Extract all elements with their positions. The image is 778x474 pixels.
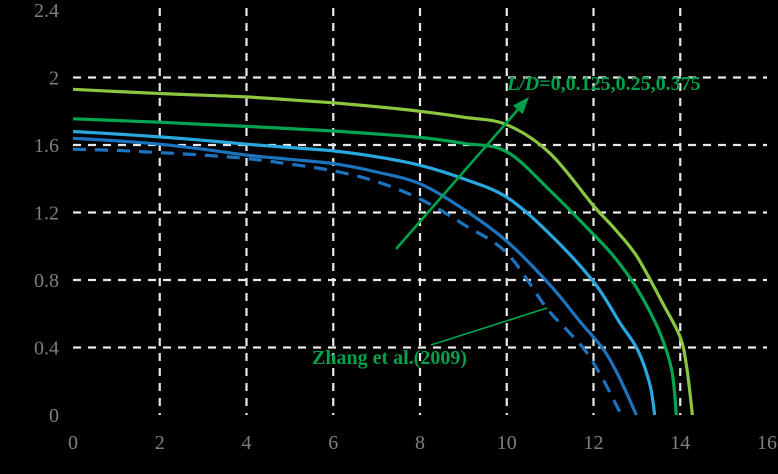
zhang-leader-line — [430, 307, 548, 346]
x-tick-label: 10 — [497, 432, 517, 454]
x-tick-label: 0 — [68, 432, 78, 454]
y-tick-label: 0.4 — [34, 338, 59, 360]
y-tick-label: 0.8 — [34, 270, 59, 292]
series-curve-l-d-0 — [72, 136, 638, 416]
x-tick-label: 16 — [757, 432, 777, 454]
series-curve-zhang-et-al.-2009- — [72, 147, 623, 416]
x-tick-label: 12 — [584, 432, 604, 454]
series-curve-l-d-0.125 — [72, 129, 657, 416]
y-tick-label: 1.2 — [34, 203, 59, 225]
ld-ratio-values: =0,0.125,0.25,0.375 — [539, 73, 701, 95]
x-tick-label: 4 — [242, 432, 252, 454]
y-axis-tick-labels: 0 0.4 0.8 1.2 1.6 2 2.4 — [34, 0, 59, 427]
series-curve-l-d-0.25 — [72, 117, 678, 416]
y-tick-label: 2 — [49, 68, 59, 90]
y-tick-label: 0 — [49, 405, 59, 427]
x-tick-label: 14 — [670, 432, 690, 454]
series-curve-l-d-0.375 — [72, 87, 694, 416]
data-curves — [72, 87, 694, 416]
ld-ratio-symbol: L/D — [507, 73, 540, 95]
y-tick-label: 1.6 — [34, 135, 59, 157]
x-axis-tick-labels: 0 2 4 6 8 10 12 14 16 — [68, 432, 777, 454]
ld-direction-arrow-head — [512, 97, 529, 115]
zhang-reference-annotation: Zhang et al.(2009) — [312, 347, 467, 369]
ld-ratio-annotation: L/D=0,0.125,0.25,0.375 — [507, 73, 701, 95]
ld-direction-arrow-shaft — [395, 105, 523, 250]
x-tick-label: 8 — [415, 432, 425, 454]
gridlines — [73, 8, 767, 415]
annotation-pointers — [395, 97, 548, 346]
y-tick-label: 2.4 — [34, 0, 59, 22]
x-tick-label: 2 — [155, 432, 165, 454]
x-tick-label: 6 — [328, 432, 338, 454]
